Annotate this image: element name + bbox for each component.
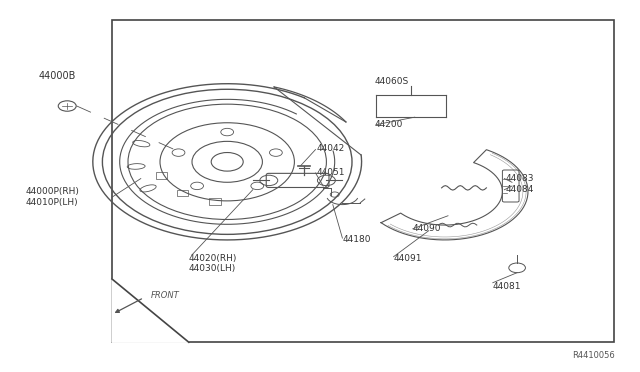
Text: R4410056: R4410056: [572, 351, 614, 360]
Text: 44091: 44091: [394, 254, 422, 263]
Text: FRONT: FRONT: [150, 291, 179, 300]
Text: 44200: 44200: [374, 120, 403, 129]
Text: 44084: 44084: [506, 185, 534, 194]
Bar: [177, 190, 188, 196]
Polygon shape: [112, 279, 189, 342]
Text: 44090: 44090: [413, 224, 442, 233]
Text: 44042: 44042: [317, 144, 345, 153]
Text: 44000P(RH): 44000P(RH): [26, 187, 79, 196]
Text: 44020(RH): 44020(RH): [189, 254, 237, 263]
Text: 44030(LH): 44030(LH): [189, 264, 236, 273]
Bar: [156, 172, 167, 179]
Text: 44083: 44083: [506, 174, 534, 183]
Bar: [112, 20, 614, 342]
Text: 44051: 44051: [317, 169, 346, 177]
Text: 44180: 44180: [342, 235, 371, 244]
Text: 44000B: 44000B: [38, 71, 76, 81]
Text: 44081: 44081: [493, 282, 522, 291]
Bar: [209, 199, 221, 205]
Text: 44060S: 44060S: [374, 77, 409, 86]
Text: 44010P(LH): 44010P(LH): [26, 198, 78, 207]
